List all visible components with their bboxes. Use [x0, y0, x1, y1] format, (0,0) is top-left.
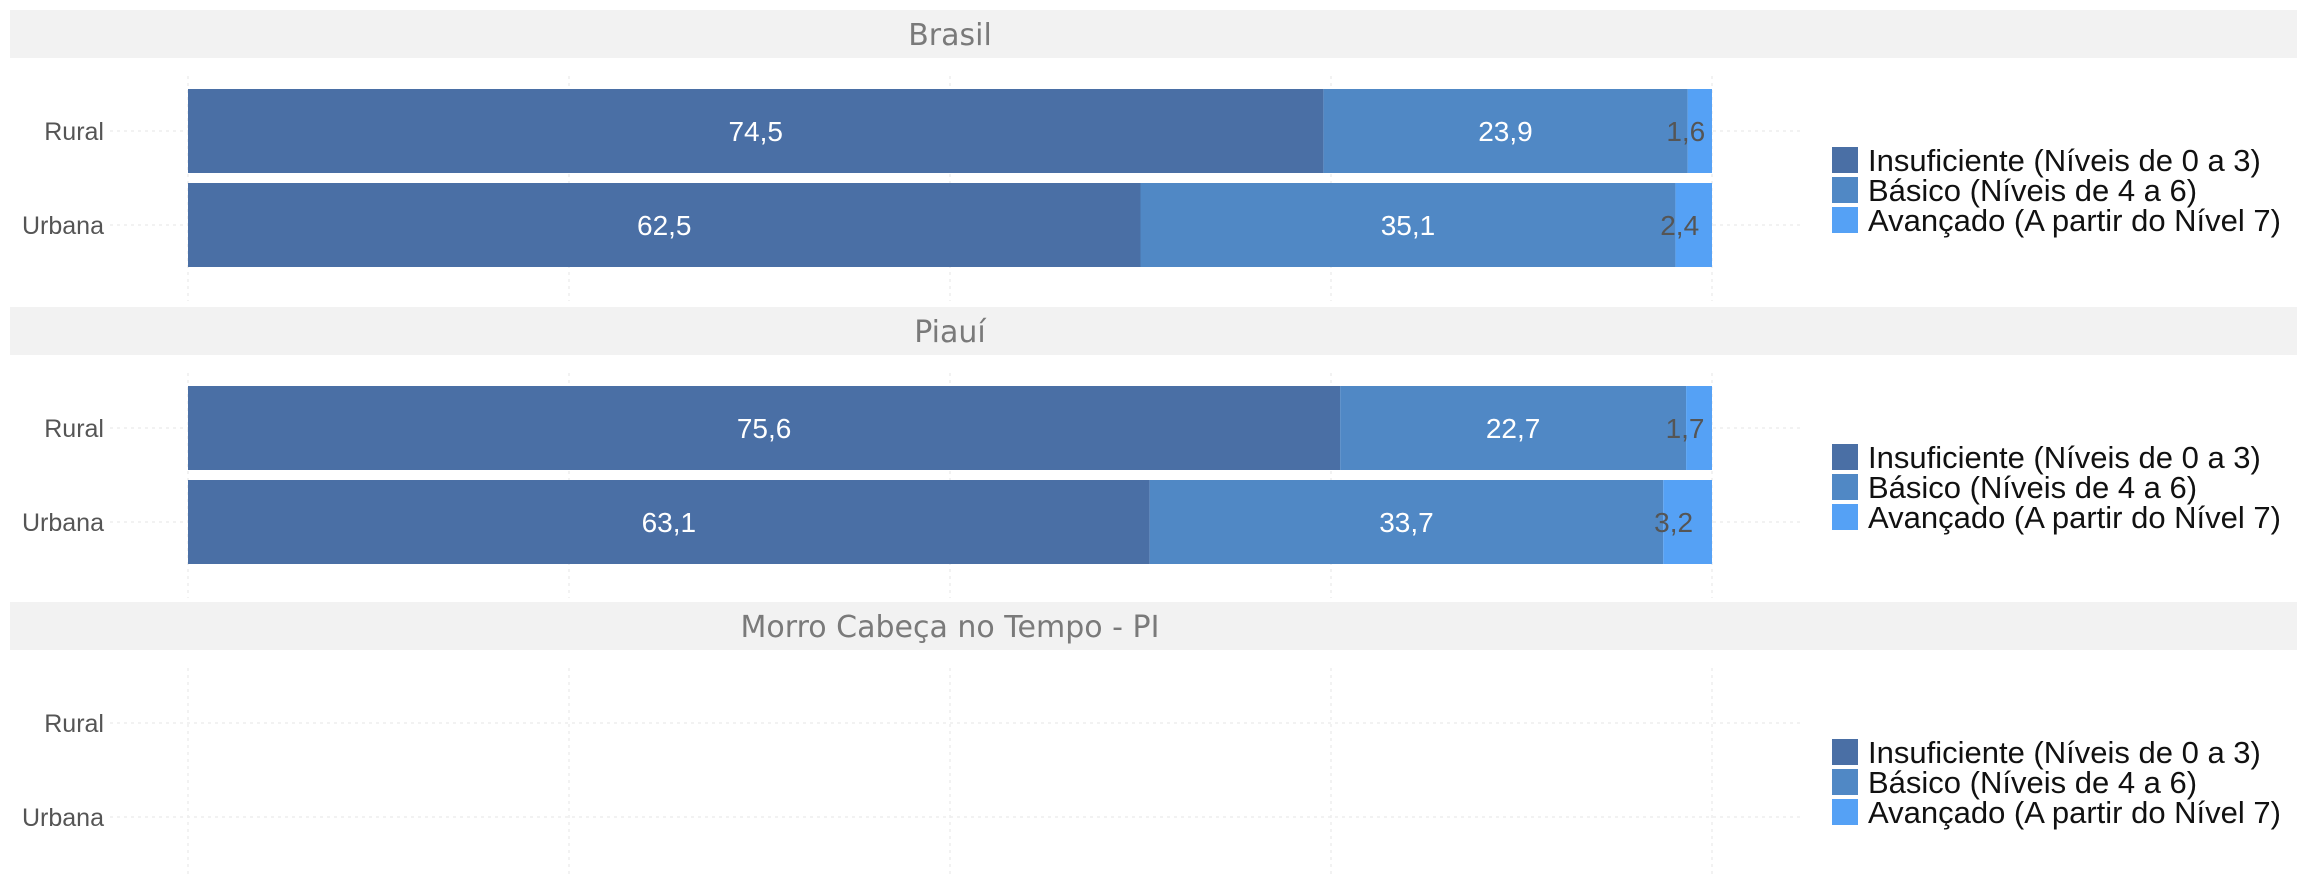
data-label: 63,1 [642, 507, 697, 538]
bar-avancado [1687, 89, 1712, 173]
legend-label: Avançado (A partir do Nível 7) [1868, 795, 2281, 830]
legend-swatch-basico [1832, 474, 1858, 500]
data-label: 35,1 [1381, 210, 1436, 241]
data-label: 3,2 [1654, 507, 1693, 538]
legend-swatch-avancado [1832, 799, 1858, 825]
panel-strip [10, 307, 2297, 355]
legend-label: Avançado (A partir do Nível 7) [1868, 203, 2281, 238]
legend-swatch-insuficiente [1832, 147, 1858, 173]
legend-label: Insuficiente (Níveis de 0 a 3) [1868, 440, 2261, 475]
data-label: 62,5 [637, 210, 692, 241]
legend-swatch-insuficiente [1832, 739, 1858, 765]
legend-swatch-avancado [1832, 504, 1858, 530]
data-label: 74,5 [728, 116, 783, 147]
bar-basico [1149, 480, 1664, 564]
bar-insuficiente [188, 480, 1150, 564]
bar-basico [1323, 89, 1688, 173]
panel-title: Piauí [914, 315, 987, 350]
data-label: 1,7 [1666, 413, 1705, 444]
legend-swatch-insuficiente [1832, 444, 1858, 470]
bar-avancado [1663, 480, 1712, 564]
category-label: Urbana [22, 804, 104, 832]
bar-insuficiente [188, 386, 1341, 470]
data-label: 2,4 [1660, 210, 1699, 241]
category-label: Urbana [22, 212, 104, 240]
legend-label: Insuficiente (Níveis de 0 a 3) [1868, 143, 2261, 178]
bar-avancado [1686, 386, 1712, 470]
bar-avancado [1675, 183, 1712, 267]
category-label: Rural [44, 415, 104, 443]
data-label: 23,9 [1478, 116, 1533, 147]
legend-label: Básico (Níveis de 4 a 6) [1868, 173, 2197, 208]
category-label: Urbana [22, 509, 104, 537]
panel-title: Brasil [908, 18, 992, 53]
bar-insuficiente [188, 89, 1324, 173]
legend-label: Básico (Níveis de 4 a 6) [1868, 765, 2197, 800]
legend-label: Básico (Níveis de 4 a 6) [1868, 470, 2197, 505]
panel-title: Morro Cabeça no Tempo - PI [741, 610, 1160, 645]
data-label: 75,6 [737, 413, 792, 444]
legend-swatch-avancado [1832, 207, 1858, 233]
data-label: 33,7 [1379, 507, 1434, 538]
bar-insuficiente [188, 183, 1141, 267]
legend-swatch-basico [1832, 769, 1858, 795]
data-label: 22,7 [1486, 413, 1541, 444]
category-label: Rural [44, 118, 104, 146]
bar-basico [1140, 183, 1676, 267]
data-label: 1,6 [1666, 116, 1705, 147]
legend-label: Insuficiente (Níveis de 0 a 3) [1868, 735, 2261, 770]
legend-swatch-basico [1832, 177, 1858, 203]
panel-strip [10, 602, 2297, 650]
category-label: Rural [44, 710, 104, 738]
bar-basico [1340, 386, 1687, 470]
panel-strip [10, 10, 2297, 58]
legend-label: Avançado (A partir do Nível 7) [1868, 500, 2281, 535]
